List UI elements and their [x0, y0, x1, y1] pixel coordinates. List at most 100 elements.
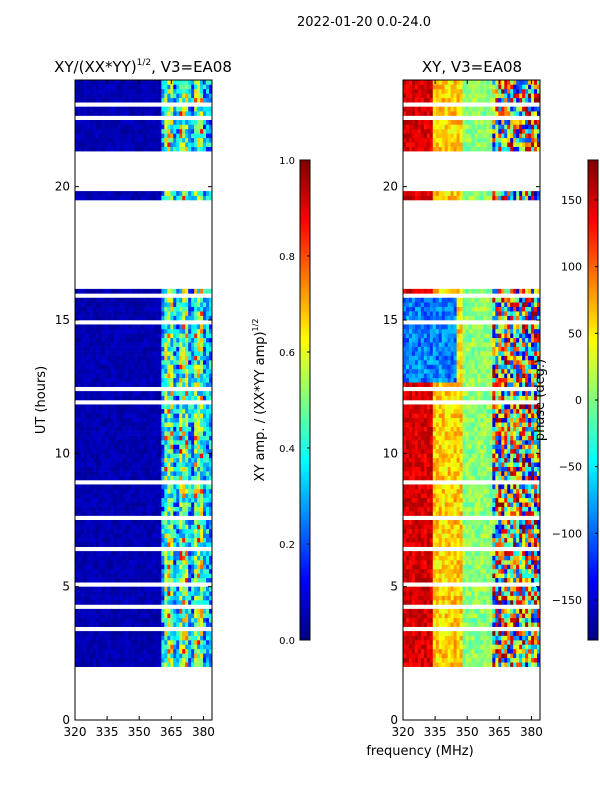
heatmap-cell	[104, 120, 109, 125]
heatmap-cell	[176, 586, 180, 592]
heatmap-cell	[110, 555, 115, 561]
heatmap-cell	[200, 631, 204, 636]
heatmap-cell	[197, 502, 201, 507]
heatmap-cell	[92, 444, 97, 450]
heatmap-cell	[173, 324, 177, 330]
heatmap-cell	[531, 617, 535, 623]
heatmap-cell	[128, 533, 132, 539]
heatmap-cell	[182, 120, 186, 125]
heatmap-cell	[528, 635, 532, 641]
heatmap-cell	[137, 506, 141, 512]
heatmap-cell	[95, 591, 100, 596]
heatmap-cell	[75, 377, 79, 383]
heatmap-cell	[191, 297, 195, 303]
heatmap-cell	[116, 395, 121, 401]
heatmap-cell	[423, 613, 428, 619]
heatmap-cell	[101, 306, 106, 312]
heatmap-cell	[77, 653, 82, 659]
heatmap-cell	[89, 586, 94, 592]
heatmap-cell	[179, 497, 183, 503]
heatmap-cell	[498, 622, 502, 627]
heatmap-cell	[161, 306, 165, 312]
heatmap-cell	[104, 191, 109, 196]
heatmap-cell	[77, 93, 82, 99]
heatmap-cell	[146, 377, 150, 383]
heatmap-cell	[176, 564, 180, 570]
heatmap-cell	[80, 426, 85, 432]
heatmap-cell	[110, 617, 115, 623]
heatmap-cell	[137, 422, 141, 427]
heatmap-cell	[459, 640, 463, 645]
heatmap-cell	[92, 355, 97, 361]
heatmap-cell	[176, 657, 180, 663]
heatmap-cell	[164, 453, 168, 459]
heatmap-cell	[104, 84, 109, 90]
heatmap-cell	[113, 302, 118, 307]
heatmap-cell	[92, 511, 97, 516]
heatmap-cell	[501, 635, 505, 641]
heatmap-cell	[75, 506, 79, 512]
heatmap-cell	[203, 648, 207, 654]
heatmap-cell	[492, 662, 496, 667]
heatmap-cell	[447, 600, 452, 605]
heatmap-cell	[134, 524, 138, 530]
heatmap-cell	[513, 648, 517, 654]
heatmap-cell	[131, 368, 135, 374]
heatmap-cell	[122, 297, 127, 303]
heatmap-cell	[206, 475, 210, 481]
heatmap-cell	[176, 382, 180, 387]
heatmap-cell	[209, 373, 213, 379]
heatmap-cell	[158, 542, 162, 547]
heatmap-cell	[203, 502, 207, 507]
heatmap-cell	[125, 657, 130, 663]
heatmap-cell	[125, 564, 130, 570]
heatmap-cell	[432, 595, 437, 601]
heatmap-cell	[155, 306, 159, 312]
heatmap-cell	[125, 306, 130, 312]
heatmap-cell	[137, 595, 141, 601]
heatmap-cell	[77, 453, 82, 459]
heatmap-cell	[191, 533, 195, 539]
heatmap-cell	[200, 391, 204, 396]
heatmap-cell	[119, 573, 124, 579]
heatmap-cell	[197, 351, 201, 356]
colorbar-segment	[300, 564, 310, 569]
heatmap-cell	[95, 564, 100, 570]
heatmap-cell	[453, 608, 458, 614]
heatmap-cell	[110, 506, 115, 512]
heatmap-cell	[119, 453, 124, 459]
heatmap-cell	[170, 542, 174, 547]
heatmap-cell	[167, 591, 171, 596]
heatmap-cell	[152, 440, 156, 445]
heatmap-cell	[95, 524, 100, 530]
heatmap-cell	[179, 577, 183, 583]
heatmap-cell	[206, 635, 210, 641]
colorbar-segment	[300, 612, 310, 617]
colorbar-segment	[300, 596, 310, 601]
heatmap-cell	[98, 191, 103, 196]
heatmap-cell	[110, 333, 115, 339]
heatmap-cell	[75, 435, 79, 441]
heatmap-cell	[134, 133, 138, 139]
heatmap-cell	[191, 382, 195, 387]
heatmap-cell	[164, 97, 168, 103]
heatmap-cell	[203, 195, 207, 201]
heatmap-cell	[107, 422, 112, 427]
heatmap-cell	[200, 600, 204, 605]
heatmap-cell	[149, 137, 153, 143]
heatmap-cell	[83, 106, 88, 112]
heatmap-cell	[113, 137, 118, 143]
heatmap-cell	[77, 631, 82, 636]
heatmap-cell	[75, 346, 79, 352]
heatmap-cell	[188, 488, 192, 494]
heatmap-cell	[200, 431, 204, 436]
heatmap-cell	[83, 133, 88, 139]
heatmap-cell	[197, 97, 201, 103]
heatmap-cell	[77, 288, 82, 294]
heatmap-cell	[98, 631, 103, 636]
heatmap-cell	[155, 622, 159, 627]
heatmap-cell	[185, 391, 189, 396]
heatmap-cell	[525, 622, 529, 627]
heatmap-cell	[417, 648, 422, 654]
heatmap-cell	[137, 88, 141, 94]
